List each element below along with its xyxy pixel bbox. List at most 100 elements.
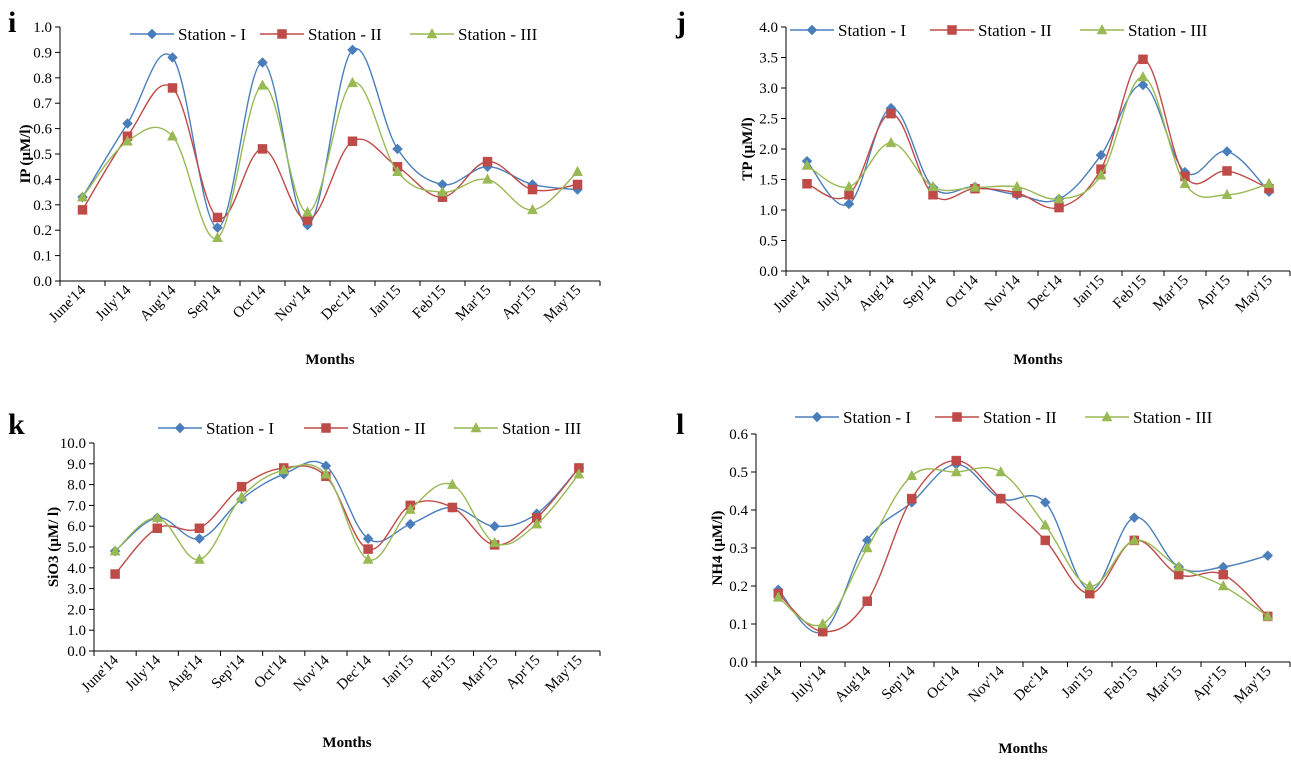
data-point [969, 181, 981, 192]
data-point [347, 136, 358, 147]
legend-marker [1101, 410, 1113, 422]
x-tick-label: July'14 [123, 652, 165, 694]
data-point [447, 502, 458, 513]
x-tick-label: Aug'14 [137, 282, 179, 324]
x-tick-label: Feb'15 [420, 653, 460, 693]
x-axis-title: Months [322, 735, 371, 751]
data-point [1085, 588, 1095, 599]
data-point [1138, 54, 1148, 65]
x-tick-label: Sep'14 [185, 282, 225, 322]
y-tick-label: 1.0 [759, 203, 778, 219]
data-point [362, 553, 374, 564]
x-tick-label: July'14 [814, 272, 856, 314]
legend: Station - I Station - II Station - III [795, 408, 1213, 427]
y-tick-label: 0.4 [33, 172, 52, 188]
series-3 [801, 70, 1275, 204]
data-point [1084, 579, 1096, 591]
legend-marker [470, 421, 482, 433]
data-point [862, 596, 872, 606]
data-point [1039, 497, 1051, 508]
data-point [392, 165, 403, 177]
data-point [861, 541, 873, 553]
data-point [212, 231, 223, 243]
data-point [527, 203, 538, 215]
x-tick-label: Sep'14 [209, 652, 249, 692]
data-point [1040, 535, 1050, 546]
data-point [572, 179, 583, 190]
data-point [77, 191, 88, 202]
data-point [482, 156, 493, 167]
data-point [1053, 192, 1065, 204]
x-tick-label: Nov'14 [965, 663, 1007, 705]
legend-marker [952, 412, 962, 422]
x-axis-title: Months [1013, 352, 1062, 368]
data-point [392, 143, 403, 155]
x-tick-label: May'15 [542, 653, 585, 696]
series-2 [77, 83, 583, 225]
legend-marker [947, 25, 957, 35]
data-point [1221, 146, 1233, 157]
y-tick-label: 6.0 [67, 519, 86, 535]
y-tick-label: 1.5 [759, 173, 778, 189]
data-point [404, 518, 416, 530]
x-tick-label: May'15 [1231, 664, 1274, 707]
data-point [885, 136, 897, 148]
legend-marker [277, 29, 287, 39]
y-tick-label: 0.3 [33, 198, 52, 214]
legend-entry: Station - II [308, 25, 382, 44]
x-tick-label: July'14 [93, 282, 135, 324]
data-point [194, 553, 205, 564]
legend-entry: Station - I [838, 21, 906, 40]
series-line [777, 459, 1269, 633]
series-line [114, 463, 580, 561]
data-point [1221, 188, 1233, 199]
data-point [167, 130, 178, 141]
legend-entry: Station - III [458, 25, 538, 44]
y-tick-label: 0.1 [33, 249, 52, 265]
data-point [844, 190, 854, 200]
legend: Station - I Station - II Station - III [790, 21, 1208, 40]
y-tick-label: 0.1 [729, 617, 748, 633]
data-point [1174, 569, 1184, 580]
series-3 [77, 76, 583, 243]
data-point [236, 481, 247, 492]
data-point [995, 465, 1007, 477]
x-tick-label: Feb'15 [410, 283, 450, 323]
data-point [167, 83, 178, 93]
y-tick-label: 0.6 [33, 122, 52, 138]
y-tick-label: 5.0 [67, 540, 86, 556]
x-tick-label: Jan'15 [366, 283, 404, 321]
data-point [194, 523, 205, 534]
data-point [573, 468, 585, 479]
data-point [1039, 519, 1051, 530]
legend: Station - I Station - II Station - III [158, 419, 582, 438]
x-tick-label: May'15 [541, 283, 584, 326]
x-tick-label: Aug'14 [856, 272, 898, 314]
y-tick-label: 0.6 [729, 427, 748, 443]
data-point [1179, 177, 1191, 189]
x-tick-label: Apr'15 [1194, 273, 1234, 313]
data-point [1218, 569, 1228, 580]
data-point [1011, 180, 1023, 192]
x-tick-label: Dec'14 [1025, 272, 1066, 313]
x-tick-label: Jan'15 [1059, 664, 1097, 702]
data-point [1054, 202, 1064, 213]
series-line [81, 82, 578, 239]
y-tick-label: 4.0 [759, 20, 778, 36]
series-line [777, 466, 1269, 627]
data-point [489, 520, 500, 532]
data-point [951, 455, 961, 466]
y-tick-label: 3.0 [67, 582, 86, 598]
data-point [363, 544, 373, 554]
data-point [843, 198, 855, 210]
legend-marker [426, 27, 438, 39]
data-point [362, 533, 374, 545]
chart-panel-i: i 0.0 0.1 0.2 0.3 0.4 0.5 0.6 0.7 0.8 0.9 1.0 June'1… [8, 6, 601, 368]
data-point [531, 518, 543, 529]
chart-panel-k: k0.01.02.03.04.05.06.07.08.09.010.0June'… [8, 408, 601, 751]
x-tick-label: Feb'15 [1110, 273, 1150, 313]
y-tick-label: 0.9 [33, 45, 52, 61]
y-tick-label: 1.0 [33, 20, 52, 36]
legend-entry: Station - III [1128, 21, 1208, 40]
data-point [1262, 550, 1274, 561]
